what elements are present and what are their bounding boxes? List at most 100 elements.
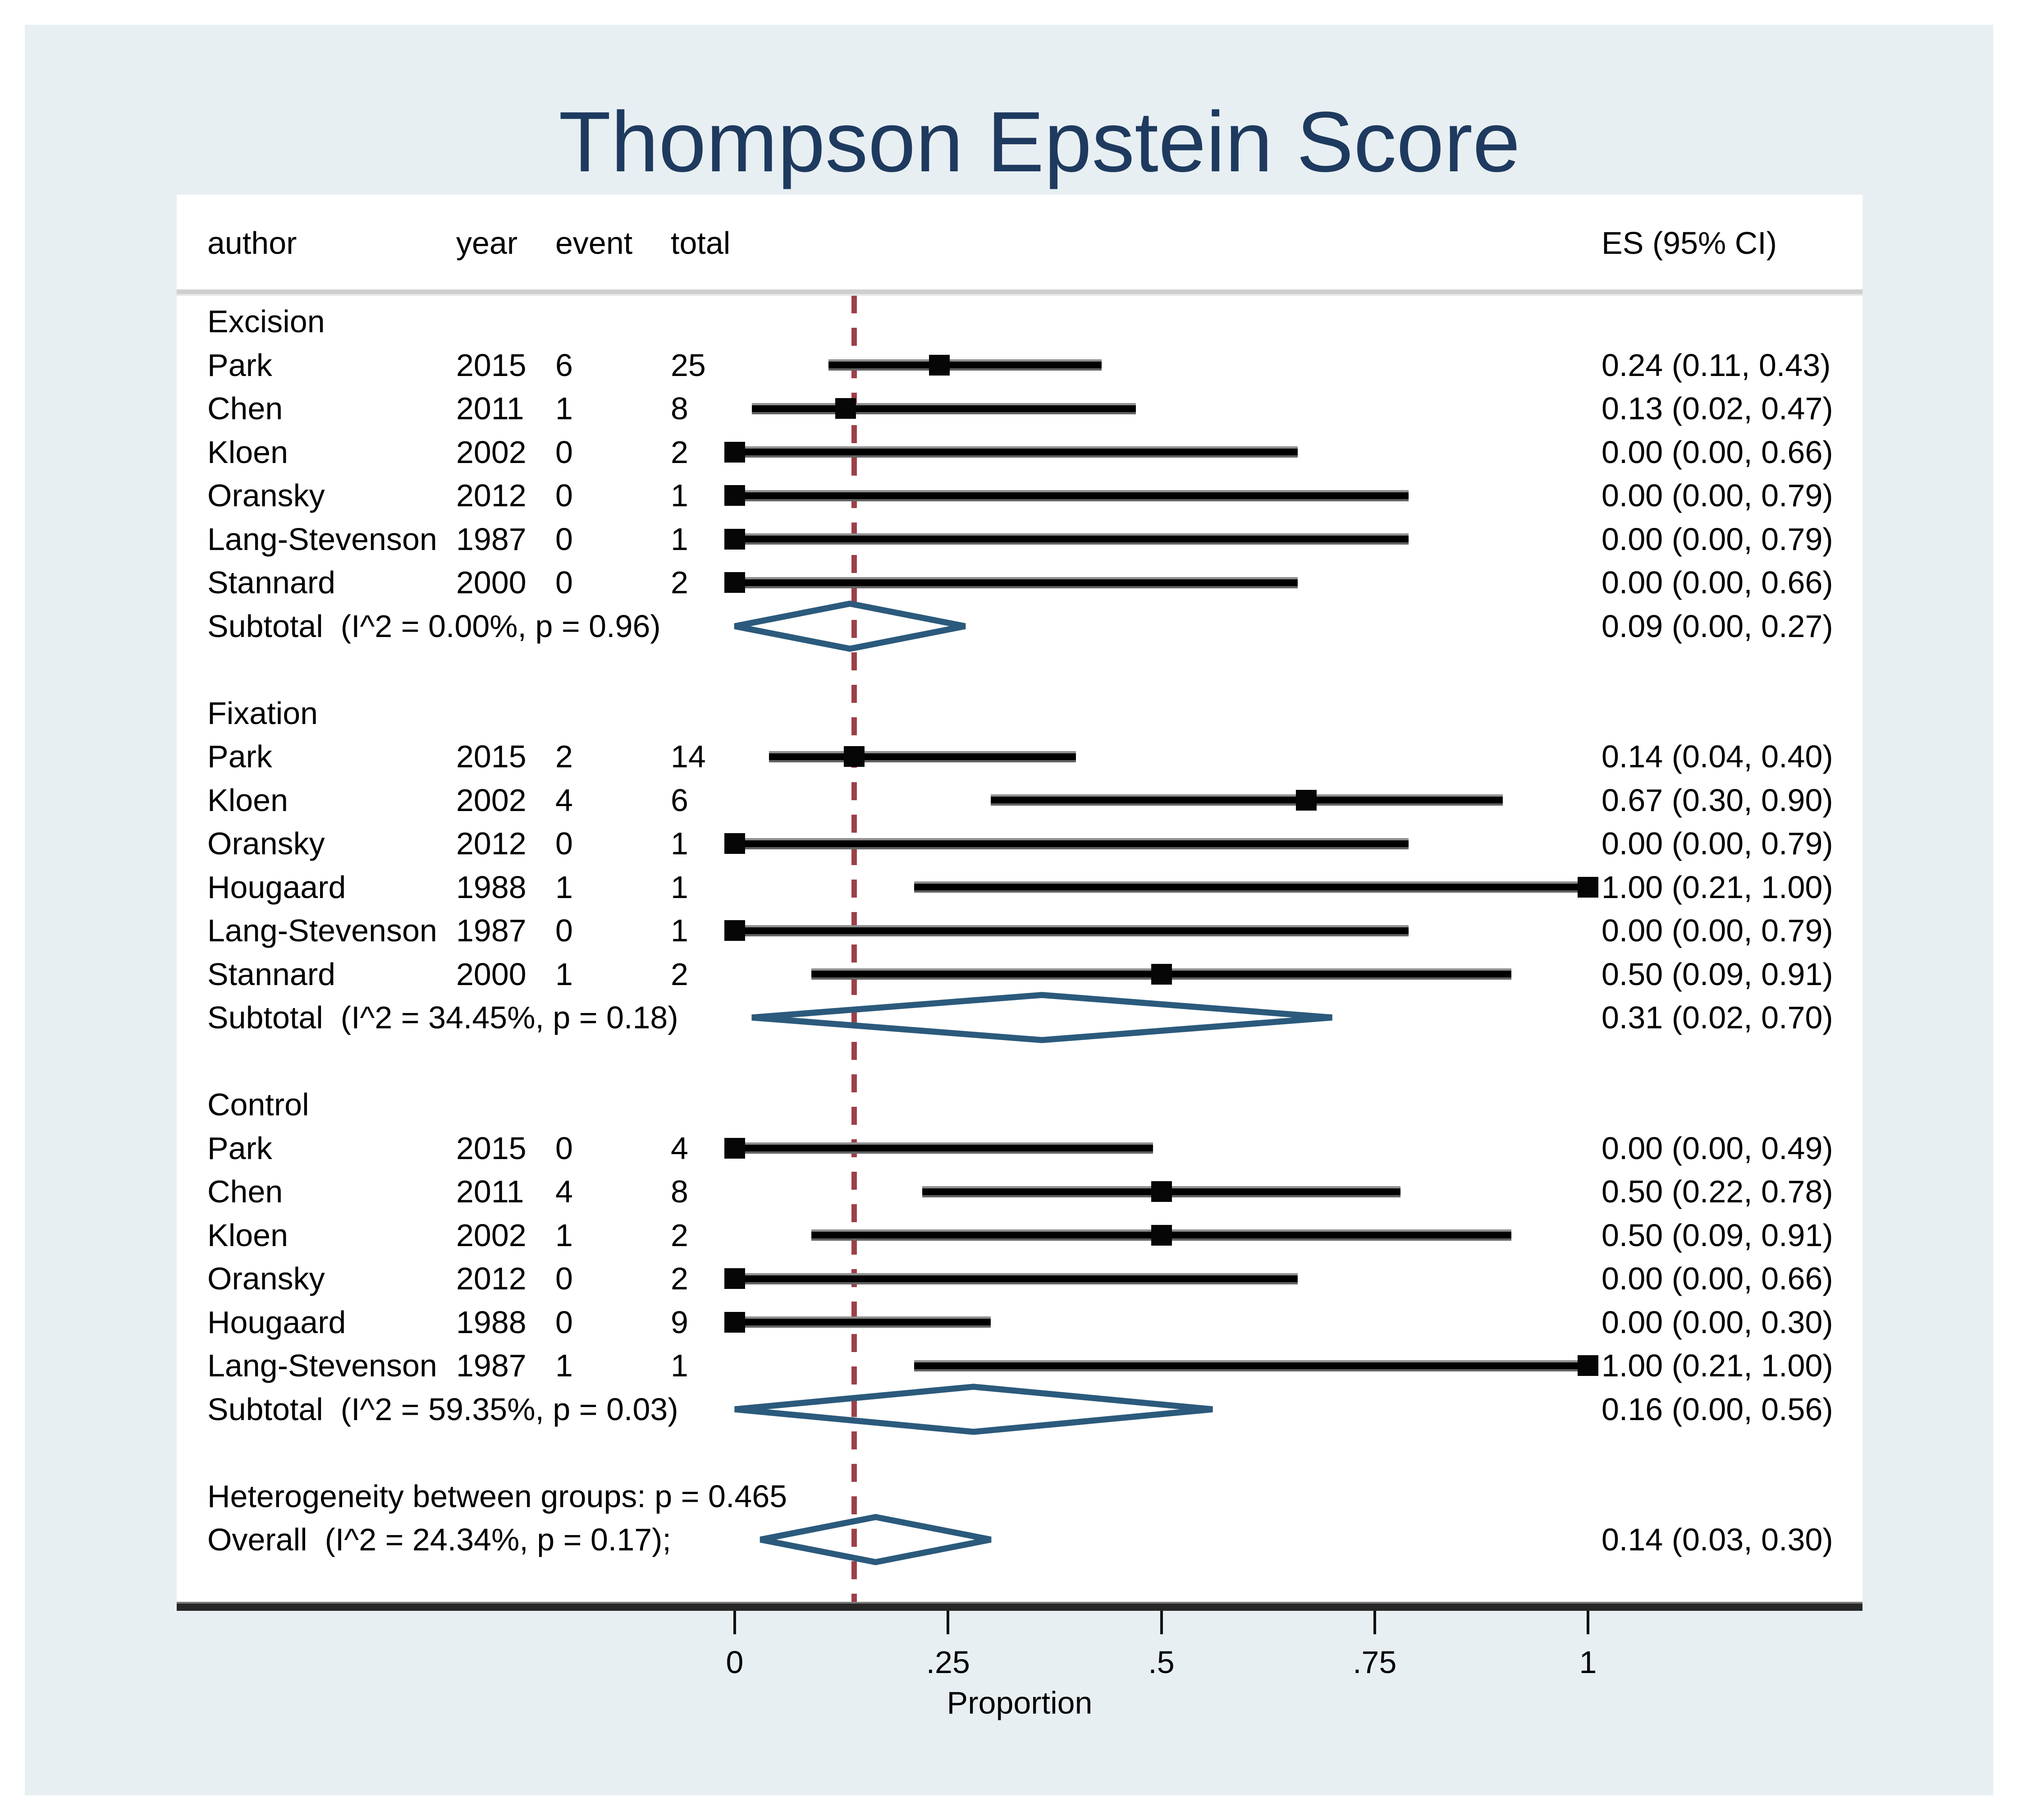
study-total: 8 bbox=[671, 391, 688, 426]
study-event: 1 bbox=[555, 1348, 573, 1383]
study-total: 1 bbox=[671, 521, 688, 557]
study-event: 4 bbox=[555, 782, 573, 818]
ci-line bbox=[735, 492, 1409, 499]
study-year: 2015 bbox=[456, 1130, 526, 1166]
ci-line bbox=[735, 449, 1298, 455]
study-author: Chen bbox=[207, 1174, 283, 1209]
subtotal-label: Subtotal (I^2 = 34.45%, p = 0.18) bbox=[207, 1000, 678, 1035]
effect-marker bbox=[724, 485, 745, 506]
header-divider bbox=[177, 289, 1862, 294]
subtotal-label: Subtotal (I^2 = 59.35%, p = 0.03) bbox=[207, 1391, 678, 1427]
column-header-es-ci: ES (95% CI) bbox=[1602, 225, 1777, 261]
study-total: 2 bbox=[671, 956, 688, 992]
axis-tick-label: .25 bbox=[926, 1645, 970, 1680]
study-year: 2012 bbox=[456, 478, 526, 513]
study-event: 0 bbox=[555, 478, 573, 513]
study-year: 2011 bbox=[456, 1174, 524, 1209]
study-total: 2 bbox=[671, 1217, 688, 1253]
axis-tick bbox=[733, 1611, 736, 1634]
study-author: Kloen bbox=[207, 782, 288, 818]
overall-diamond-shape bbox=[760, 1514, 992, 1565]
effect-marker bbox=[929, 354, 950, 376]
effect-marker bbox=[724, 833, 745, 854]
study-total: 2 bbox=[671, 434, 688, 470]
study-event: 2 bbox=[555, 739, 573, 774]
study-author: Oransky bbox=[207, 826, 325, 861]
ci-line bbox=[828, 362, 1102, 368]
subtotal-es-value: 0.16 (0.00, 0.56) bbox=[1602, 1391, 1833, 1427]
study-year: 2012 bbox=[456, 1261, 526, 1296]
overall-diamond bbox=[760, 1514, 992, 1565]
study-author: Oransky bbox=[207, 478, 325, 513]
study-author: Hougaard bbox=[207, 1304, 346, 1340]
ci-line bbox=[735, 1145, 1153, 1151]
study-total: 4 bbox=[671, 1130, 688, 1166]
study-total: 2 bbox=[671, 1261, 688, 1296]
study-total: 14 bbox=[671, 739, 706, 774]
study-year: 2002 bbox=[456, 782, 526, 818]
group-label: Control bbox=[207, 1087, 309, 1122]
study-es-value: 0.24 (0.11, 0.43) bbox=[1602, 347, 1831, 383]
axis-tick bbox=[1160, 1611, 1163, 1634]
study-event: 0 bbox=[555, 1304, 573, 1340]
study-author: Lang-Stevenson bbox=[207, 521, 437, 557]
study-event: 4 bbox=[555, 1174, 573, 1209]
study-author: Lang-Stevenson bbox=[207, 1348, 437, 1383]
effect-marker bbox=[724, 1137, 745, 1159]
study-year: 2000 bbox=[456, 956, 526, 992]
group-label: Excision bbox=[207, 304, 325, 339]
axis-tick bbox=[1587, 1611, 1589, 1634]
effect-marker bbox=[724, 441, 745, 463]
study-event: 0 bbox=[555, 521, 573, 557]
study-event: 0 bbox=[555, 913, 573, 948]
axis-tick-label: .5 bbox=[1148, 1645, 1175, 1680]
ci-line bbox=[735, 536, 1409, 542]
study-es-value: 0.00 (0.00, 0.79) bbox=[1602, 478, 1833, 513]
study-year: 1987 bbox=[456, 521, 526, 557]
axis-tick-label: 0 bbox=[726, 1645, 744, 1680]
study-author: Park bbox=[207, 739, 272, 774]
study-es-value: 0.67 (0.30, 0.90) bbox=[1602, 782, 1833, 818]
effect-marker bbox=[724, 920, 745, 941]
axis-tick-label: 1 bbox=[1579, 1645, 1597, 1680]
study-es-value: 0.00 (0.00, 0.66) bbox=[1602, 1261, 1833, 1296]
study-year: 2011 bbox=[456, 391, 524, 426]
study-author: Kloen bbox=[207, 434, 288, 470]
study-year: 1987 bbox=[456, 1348, 526, 1383]
ci-line bbox=[914, 1362, 1588, 1369]
study-es-value: 0.00 (0.00, 0.79) bbox=[1602, 826, 1833, 861]
study-es-value: 1.00 (0.21, 1.00) bbox=[1602, 1348, 1833, 1383]
chart-title: Thompson Epstein Score bbox=[558, 94, 1520, 190]
effect-marker bbox=[1578, 1355, 1598, 1376]
subtotal-diamond-shape bbox=[734, 1383, 1213, 1435]
study-event: 1 bbox=[555, 956, 573, 992]
study-event: 0 bbox=[555, 565, 573, 600]
study-total: 1 bbox=[671, 869, 688, 905]
study-author: Park bbox=[207, 347, 272, 383]
study-es-value: 0.50 (0.22, 0.78) bbox=[1602, 1174, 1833, 1209]
study-author: Park bbox=[207, 1130, 272, 1166]
effect-marker bbox=[835, 398, 856, 419]
study-es-value: 0.00 (0.00, 0.66) bbox=[1602, 434, 1833, 470]
overall-label: Overall (I^2 = 24.34%, p = 0.17); bbox=[207, 1522, 671, 1557]
subtotal-es-value: 0.31 (0.02, 0.70) bbox=[1602, 1000, 1833, 1035]
study-year: 2012 bbox=[456, 826, 526, 861]
axis-tick bbox=[1373, 1611, 1376, 1634]
column-header-total: total bbox=[671, 225, 731, 261]
study-event: 0 bbox=[555, 1261, 573, 1296]
study-author: Stannard bbox=[207, 565, 336, 600]
group-label: Fixation bbox=[207, 695, 318, 731]
study-total: 1 bbox=[671, 913, 688, 948]
subtotal-diamond-shape bbox=[734, 600, 966, 652]
ci-line bbox=[735, 840, 1409, 847]
effect-marker bbox=[724, 572, 745, 593]
axis-tick bbox=[947, 1611, 950, 1634]
subtotal-label: Subtotal (I^2 = 0.00%, p = 0.96) bbox=[207, 608, 661, 644]
study-es-value: 0.00 (0.00, 0.79) bbox=[1602, 521, 1833, 557]
study-es-value: 0.14 (0.04, 0.40) bbox=[1602, 739, 1833, 774]
study-author: Chen bbox=[207, 391, 283, 426]
study-total: 1 bbox=[671, 478, 688, 513]
subtotal-diamond bbox=[734, 1383, 1213, 1435]
study-total: 6 bbox=[671, 782, 688, 818]
x-axis-line bbox=[177, 1604, 1862, 1611]
